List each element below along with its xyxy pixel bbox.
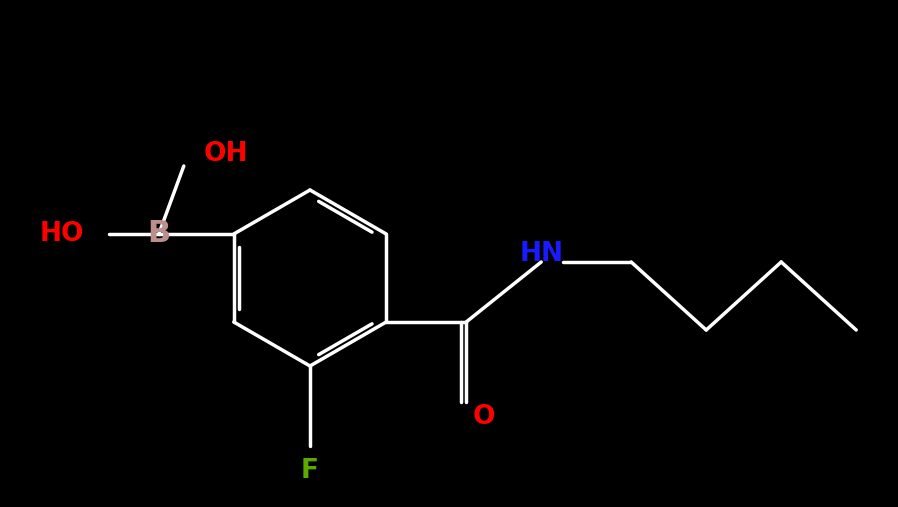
Text: B: B: [147, 220, 171, 248]
Text: HN: HN: [519, 241, 563, 267]
Text: OH: OH: [204, 141, 248, 167]
Text: O: O: [473, 404, 496, 430]
Text: F: F: [301, 458, 319, 484]
Text: HO: HO: [40, 221, 84, 247]
